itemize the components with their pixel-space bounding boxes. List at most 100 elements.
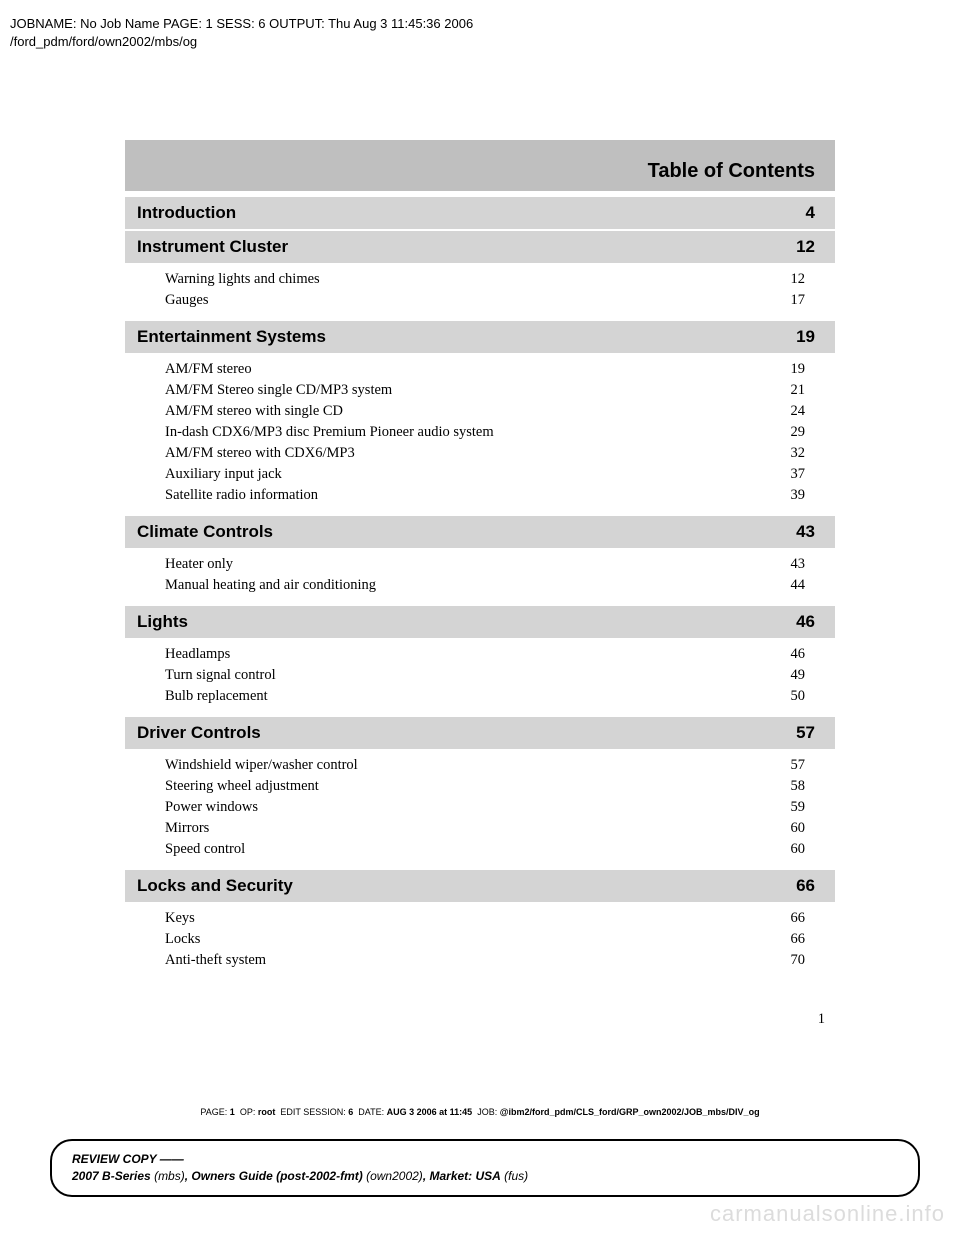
toc-item-label: Locks xyxy=(165,929,200,950)
toc-item-label: Keys xyxy=(165,908,195,929)
toc-item-page: 12 xyxy=(791,269,806,290)
toc-item-label: AM/FM stereo xyxy=(165,359,252,380)
footer-fus: (fus) xyxy=(501,1169,528,1183)
section-header: Climate Controls 43 xyxy=(125,516,835,548)
toc-item-label: Mirrors xyxy=(165,818,209,839)
toc-item: Satellite radio information 39 xyxy=(125,485,835,506)
toc-item: Locks 66 xyxy=(125,929,835,950)
section-items: Windshield wiper/washer control57Steerin… xyxy=(125,751,835,870)
toc-item: Windshield wiper/washer control 57 xyxy=(125,755,835,776)
toc-item-label: In-dash CDX6/MP3 disc Premium Pioneer au… xyxy=(165,422,494,443)
page-number: 1 xyxy=(125,1011,835,1028)
toc-item-label: Headlamps xyxy=(165,644,230,665)
footer-edit-label: EDIT SESSION: xyxy=(280,1107,345,1117)
toc-item-page: 39 xyxy=(791,485,806,506)
toc-item: AM/FM stereo 19 xyxy=(125,359,835,380)
toc-item-label: Anti-theft system xyxy=(165,950,266,971)
toc-item-label: Bulb replacement xyxy=(165,686,268,707)
section-page: 43 xyxy=(796,522,815,542)
footer-job-label: JOB: xyxy=(477,1107,497,1117)
footer-box: REVIEW COPY —— 2007 B-Series (mbs), Owne… xyxy=(50,1139,920,1197)
toc-item-label: Steering wheel adjustment xyxy=(165,776,319,797)
section-page: 46 xyxy=(796,612,815,632)
section-items: Heater only43Manual heating and air cond… xyxy=(125,550,835,606)
section-name: Driver Controls xyxy=(137,723,261,743)
section-header: Entertainment Systems 19 xyxy=(125,321,835,353)
toc-item: Heater only43 xyxy=(125,554,835,575)
toc-item-page: 19 xyxy=(791,359,806,380)
section-items: Headlamps46Turn signal control49Bulb rep… xyxy=(125,640,835,717)
toc-item-label: Turn signal control xyxy=(165,665,276,686)
footer-mbs: (mbs) xyxy=(151,1169,185,1183)
section-header: Locks and Security 66 xyxy=(125,870,835,902)
toc-item-page: 17 xyxy=(791,290,806,311)
toc-item-label: Gauges xyxy=(165,290,209,311)
toc-item: In-dash CDX6/MP3 disc Premium Pioneer au… xyxy=(125,422,835,443)
toc-item: Power windows59 xyxy=(125,797,835,818)
toc-item-page: 49 xyxy=(791,665,806,686)
toc-item-page: 21 xyxy=(791,380,806,401)
toc-item-page: 32 xyxy=(791,443,806,464)
toc-item-label: Heater only xyxy=(165,554,233,575)
footer-date-label: DATE: xyxy=(358,1107,384,1117)
footer-op-val: root xyxy=(258,1107,276,1117)
toc-item: Turn signal control 49 xyxy=(125,665,835,686)
toc-item-page: 29 xyxy=(791,422,806,443)
toc-item-label: Auxiliary input jack xyxy=(165,464,282,485)
watermark: carmanualsonline.info xyxy=(710,1201,945,1227)
toc-item-page: 37 xyxy=(791,464,806,485)
toc-item-label: Power windows xyxy=(165,797,258,818)
toc-item-label: Windshield wiper/washer control xyxy=(165,755,358,776)
toc-item-page: 66 xyxy=(791,908,806,929)
section-page: 57 xyxy=(796,723,815,743)
footer-box-line2: 2007 B-Series (mbs), Owners Guide (post-… xyxy=(72,1168,898,1185)
footer-guide: Owners Guide (post-2002-fmt) xyxy=(191,1169,362,1183)
section-header: Lights46 xyxy=(125,606,835,638)
toc-item: AM/FM stereo with CDX6/MP3 32 xyxy=(125,443,835,464)
section-page: 66 xyxy=(796,876,815,896)
toc-item-label: AM/FM stereo with single CD xyxy=(165,401,343,422)
toc-item: AM/FM Stereo single CD/MP3 system 21 xyxy=(125,380,835,401)
footer-model: 2007 B-Series xyxy=(72,1169,151,1183)
toc-item-label: AM/FM Stereo single CD/MP3 system xyxy=(165,380,392,401)
section-name: Climate Controls xyxy=(137,522,273,542)
footer-page-val: 1 xyxy=(230,1107,235,1117)
section-header: Instrument Cluster12 xyxy=(125,231,835,263)
footer-job-val: @ibm2/ford_pdm/CLS_ford/GRP_own2002/JOB_… xyxy=(500,1107,760,1117)
toc-item-page: 58 xyxy=(791,776,806,797)
footer-sep2: , Market: xyxy=(423,1169,476,1183)
toc-item-page: 70 xyxy=(791,950,806,971)
toc-item: Manual heating and air conditioning44 xyxy=(125,575,835,596)
toc-item: Anti-theft system 70 xyxy=(125,950,835,971)
section-header: Introduction 4 xyxy=(125,197,835,229)
section-page: 4 xyxy=(806,203,815,223)
toc-item-page: 57 xyxy=(791,755,806,776)
toc-item-label: Satellite radio information xyxy=(165,485,318,506)
toc-item-page: 44 xyxy=(791,575,806,596)
toc-item-page: 24 xyxy=(791,401,806,422)
section-items: Warning lights and chimes12Gauges17 xyxy=(125,265,835,321)
section-name: Introduction xyxy=(137,203,236,223)
section-page: 12 xyxy=(796,237,815,257)
section-name: Locks and Security xyxy=(137,876,293,896)
toc-item-page: 46 xyxy=(791,644,806,665)
header-meta-line2: /ford_pdm/ford/own2002/mbs/og xyxy=(10,33,473,51)
toc-item-page: 66 xyxy=(791,929,806,950)
toc-item-page: 60 xyxy=(791,818,806,839)
toc-item: Auxiliary input jack 37 xyxy=(125,464,835,485)
footer-date-val: AUG 3 2006 at 11:45 xyxy=(387,1107,473,1117)
toc-item: AM/FM stereo with single CD 24 xyxy=(125,401,835,422)
toc-item: Steering wheel adjustment 58 xyxy=(125,776,835,797)
toc-item: Gauges 17 xyxy=(125,290,835,311)
footer-own: (own2002) xyxy=(363,1169,423,1183)
section-items: Keys 66 Locks 66 Anti-theft system 70 xyxy=(125,904,835,981)
toc-item: Bulb replacement 50 xyxy=(125,686,835,707)
toc-item: Speed control60 xyxy=(125,839,835,860)
section-name: Entertainment Systems xyxy=(137,327,326,347)
section-page: 19 xyxy=(796,327,815,347)
toc-item-page: 60 xyxy=(791,839,806,860)
toc-item-page: 50 xyxy=(791,686,806,707)
toc-item-label: AM/FM stereo with CDX6/MP3 xyxy=(165,443,355,464)
footer-page-label: PAGE: xyxy=(200,1107,227,1117)
section-items: AM/FM stereo19AM/FM Stereo single CD/MP3… xyxy=(125,355,835,516)
